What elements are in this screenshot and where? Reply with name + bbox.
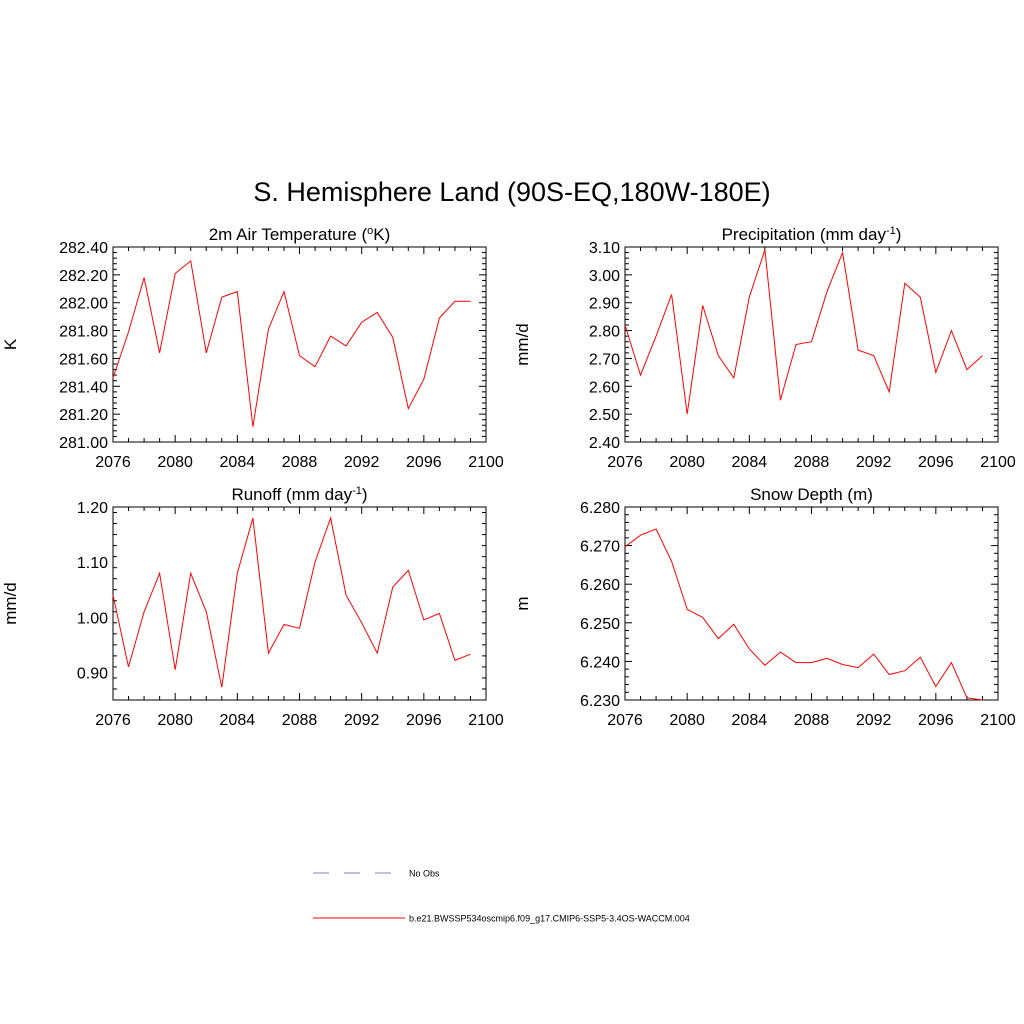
y-tick-label: 281.80 xyxy=(59,324,108,341)
x-tick-label: 2080 xyxy=(669,454,705,471)
x-tick-label: 2096 xyxy=(406,454,442,471)
x-tick-label: 2100 xyxy=(468,454,504,471)
series-line xyxy=(624,249,983,415)
x-tick-label: 2092 xyxy=(856,454,892,471)
y-tick-label: 3.10 xyxy=(589,240,620,257)
x-tick-label: 2076 xyxy=(607,712,643,729)
y-tick-label: 282.20 xyxy=(59,268,108,285)
x-tick-label: 2088 xyxy=(794,712,830,729)
plot-frame xyxy=(624,246,999,443)
y-tick-label: 2.60 xyxy=(589,379,620,396)
x-tick-label: 2084 xyxy=(220,454,256,471)
figure-title: S. Hemisphere Land (90S-EQ,180W-180E) xyxy=(253,177,770,207)
x-tick-label: 2088 xyxy=(282,712,318,729)
panel-title: Runoff (mm day-1) xyxy=(231,485,367,504)
y-axis-label: mm/d xyxy=(513,323,532,366)
x-tick-label: 2096 xyxy=(406,712,442,729)
series-line xyxy=(624,528,983,701)
y-tick-label: 0.90 xyxy=(77,665,108,682)
plot-frame xyxy=(112,246,487,443)
panel-title: 2m Air Temperature (oK) xyxy=(209,225,391,244)
x-tick-label: 2100 xyxy=(468,712,504,729)
y-tick-label: 6.280 xyxy=(580,500,620,517)
x-tick-label: 2100 xyxy=(980,712,1016,729)
series-line xyxy=(112,516,471,688)
y-tick-label: 1.10 xyxy=(77,555,108,572)
x-tick-label: 2092 xyxy=(856,712,892,729)
x-tick-label: 2080 xyxy=(157,712,193,729)
y-tick-label: 2.90 xyxy=(589,296,620,313)
y-axis-label: mm/d xyxy=(1,582,20,625)
legend-obs-label: No Obs xyxy=(409,869,440,879)
x-tick-label: 2096 xyxy=(918,712,954,729)
x-tick-label: 2076 xyxy=(607,454,643,471)
x-tick-label: 2084 xyxy=(732,712,768,729)
y-tick-label: 2.80 xyxy=(589,324,620,341)
x-tick-label: 2076 xyxy=(95,454,131,471)
y-tick-label: 1.20 xyxy=(77,500,108,517)
y-tick-label: 2.40 xyxy=(589,435,620,452)
x-tick-label: 2092 xyxy=(344,712,380,729)
series-line xyxy=(112,259,471,427)
chart-panel-top-left: 2076 2080 2084 2088 2092 2096 2100 281.00 281.20… xyxy=(1,225,504,471)
y-tick-label: 281.00 xyxy=(59,435,108,452)
x-tick-label: 2088 xyxy=(794,454,830,471)
y-tick-label: 6.240 xyxy=(580,654,620,671)
x-tick-label: 2092 xyxy=(344,454,380,471)
x-tick-label: 2080 xyxy=(157,454,193,471)
legend-model-label: b.e21.BWSSP534oscmip6.f09_g17.CMIP6-SSP5… xyxy=(409,914,690,924)
x-tick-label: 2100 xyxy=(980,454,1016,471)
y-tick-label: 2.70 xyxy=(589,351,620,368)
y-tick-label: 6.250 xyxy=(580,616,620,633)
panel-title: Snow Depth (m) xyxy=(750,485,873,504)
x-tick-label: 2080 xyxy=(669,712,705,729)
x-tick-label: 2088 xyxy=(282,454,318,471)
x-tick-label: 2084 xyxy=(220,712,256,729)
y-tick-label: 281.60 xyxy=(59,351,108,368)
legend: No Obs b.e21.BWSSP534oscmip6.f09_g17.CMI… xyxy=(313,869,690,924)
x-tick-label: 2096 xyxy=(918,454,954,471)
chart-panel-bottom-left: 2076 2080 2084 2088 2092 2096 2100 0.90 1.00 1.10… xyxy=(1,485,504,729)
y-axis-label: K xyxy=(1,338,20,350)
y-tick-label: 6.270 xyxy=(580,539,620,556)
y-tick-label: 2.50 xyxy=(589,407,620,424)
y-tick-label: 6.260 xyxy=(580,577,620,594)
y-tick-label: 282.00 xyxy=(59,296,108,313)
chart-panel-bottom-right: 2076 2080 2084 2088 2092 2096 2100 6.230 6.240 6.… xyxy=(513,485,1016,729)
chart-panel-top-right: 2076 2080 2084 2088 2092 2096 2100 2.40 2.50 2.60… xyxy=(513,225,1016,471)
y-tick-label: 1.00 xyxy=(77,610,108,627)
panels: 2076 2080 2084 2088 2092 2096 2100 281.00 281.20… xyxy=(1,225,1016,729)
y-axis-label: m xyxy=(513,596,532,610)
y-tick-label: 6.230 xyxy=(580,693,620,710)
panel-title: Precipitation (mm day-1) xyxy=(722,225,902,244)
x-tick-label: 2084 xyxy=(732,454,768,471)
plot-frame xyxy=(624,506,999,701)
x-tick-label: 2076 xyxy=(95,712,131,729)
y-tick-label: 3.00 xyxy=(589,268,620,285)
y-tick-label: 282.40 xyxy=(59,240,108,257)
plot-frame xyxy=(112,506,487,701)
y-tick-label: 281.40 xyxy=(59,379,108,396)
y-tick-label: 281.20 xyxy=(59,407,108,424)
